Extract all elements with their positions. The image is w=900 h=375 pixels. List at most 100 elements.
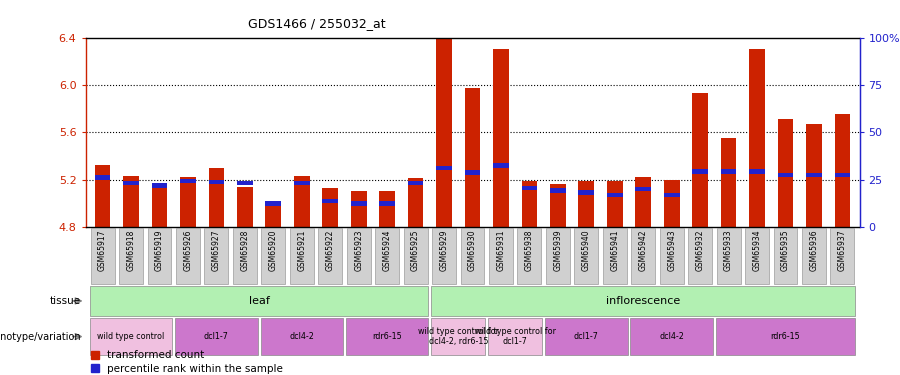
Text: rdr6-15: rdr6-15 — [770, 332, 800, 341]
Text: GSM65931: GSM65931 — [497, 229, 506, 271]
Bar — [351, 201, 366, 206]
Bar — [379, 191, 395, 227]
Bar — [834, 114, 850, 227]
FancyBboxPatch shape — [431, 318, 485, 355]
Text: dcl1-7: dcl1-7 — [204, 332, 229, 341]
FancyBboxPatch shape — [261, 228, 285, 284]
Bar — [692, 169, 708, 174]
Text: GSM65917: GSM65917 — [98, 229, 107, 271]
FancyBboxPatch shape — [431, 286, 855, 316]
Text: GSM65928: GSM65928 — [240, 229, 249, 271]
Text: tissue: tissue — [50, 296, 81, 306]
FancyBboxPatch shape — [831, 228, 854, 284]
Bar — [664, 193, 680, 197]
Text: GSM65941: GSM65941 — [610, 229, 619, 271]
FancyBboxPatch shape — [461, 228, 484, 284]
Text: GSM65918: GSM65918 — [127, 229, 136, 271]
Text: GSM65937: GSM65937 — [838, 229, 847, 271]
Bar — [408, 178, 423, 227]
FancyBboxPatch shape — [204, 228, 229, 284]
Bar — [209, 180, 224, 184]
Bar — [749, 169, 765, 174]
FancyBboxPatch shape — [489, 228, 513, 284]
Bar — [464, 170, 481, 175]
Text: GSM65929: GSM65929 — [439, 229, 448, 271]
Text: GSM65924: GSM65924 — [382, 229, 392, 271]
FancyBboxPatch shape — [802, 228, 826, 284]
Text: GSM65923: GSM65923 — [355, 229, 364, 271]
FancyBboxPatch shape — [176, 228, 200, 284]
FancyBboxPatch shape — [488, 318, 542, 355]
Bar — [94, 175, 111, 180]
Text: GSM65933: GSM65933 — [724, 229, 733, 271]
Text: wild type control: wild type control — [97, 332, 165, 341]
Text: GSM65938: GSM65938 — [525, 229, 534, 271]
Text: GSM65920: GSM65920 — [269, 229, 278, 271]
Text: GSM65942: GSM65942 — [639, 229, 648, 271]
FancyBboxPatch shape — [603, 228, 626, 284]
Bar — [180, 177, 196, 227]
Text: GSM65930: GSM65930 — [468, 229, 477, 271]
Bar — [237, 181, 253, 186]
Bar — [664, 180, 680, 227]
Bar — [408, 181, 423, 186]
FancyBboxPatch shape — [90, 318, 172, 355]
FancyBboxPatch shape — [716, 318, 855, 355]
FancyBboxPatch shape — [148, 228, 171, 284]
Text: GDS1466 / 255032_at: GDS1466 / 255032_at — [248, 17, 385, 30]
Bar — [778, 119, 793, 227]
Bar — [152, 183, 167, 227]
Text: GSM65927: GSM65927 — [212, 229, 220, 271]
Bar — [522, 186, 537, 190]
Bar — [436, 166, 452, 170]
Bar — [294, 176, 310, 227]
Bar — [692, 93, 708, 227]
Bar — [522, 181, 537, 227]
Bar — [607, 193, 623, 197]
Bar — [266, 201, 281, 206]
Bar — [322, 188, 338, 227]
FancyBboxPatch shape — [346, 318, 428, 355]
FancyBboxPatch shape — [346, 228, 371, 284]
Text: GSM65943: GSM65943 — [667, 229, 676, 271]
Text: leaf: leaf — [248, 296, 269, 306]
FancyBboxPatch shape — [233, 228, 256, 284]
FancyBboxPatch shape — [660, 228, 684, 284]
Text: GSM65926: GSM65926 — [184, 229, 193, 271]
Text: inflorescence: inflorescence — [606, 296, 680, 306]
Text: GSM65932: GSM65932 — [696, 229, 705, 271]
Bar — [778, 172, 793, 177]
Text: wild type control for
dcl4-2, rdr6-15: wild type control for dcl4-2, rdr6-15 — [418, 327, 499, 346]
FancyBboxPatch shape — [546, 228, 570, 284]
Bar — [436, 30, 452, 227]
Bar — [579, 181, 594, 227]
Text: GSM65919: GSM65919 — [155, 229, 164, 271]
FancyBboxPatch shape — [716, 228, 741, 284]
Text: genotype/variation: genotype/variation — [0, 332, 81, 342]
Bar — [351, 191, 366, 227]
Bar — [152, 183, 167, 188]
Text: GSM65935: GSM65935 — [781, 229, 790, 271]
FancyBboxPatch shape — [574, 228, 599, 284]
FancyBboxPatch shape — [260, 318, 343, 355]
Bar — [464, 88, 481, 227]
Text: GSM65925: GSM65925 — [411, 229, 420, 271]
Bar — [749, 50, 765, 227]
Bar — [123, 181, 139, 186]
FancyBboxPatch shape — [630, 318, 713, 355]
Bar — [209, 168, 224, 227]
Bar — [806, 124, 822, 227]
Text: GSM65921: GSM65921 — [297, 229, 306, 271]
Bar — [322, 199, 338, 203]
FancyBboxPatch shape — [688, 228, 712, 284]
Bar — [123, 176, 139, 227]
Text: rdr6-15: rdr6-15 — [373, 332, 402, 341]
Legend: transformed count, percentile rank within the sample: transformed count, percentile rank withi… — [91, 350, 284, 374]
Text: dcl1-7: dcl1-7 — [574, 332, 599, 341]
Bar — [180, 178, 196, 183]
FancyBboxPatch shape — [90, 286, 428, 316]
Bar — [379, 201, 395, 206]
FancyBboxPatch shape — [119, 228, 143, 284]
Bar — [94, 165, 111, 227]
Bar — [579, 190, 594, 195]
